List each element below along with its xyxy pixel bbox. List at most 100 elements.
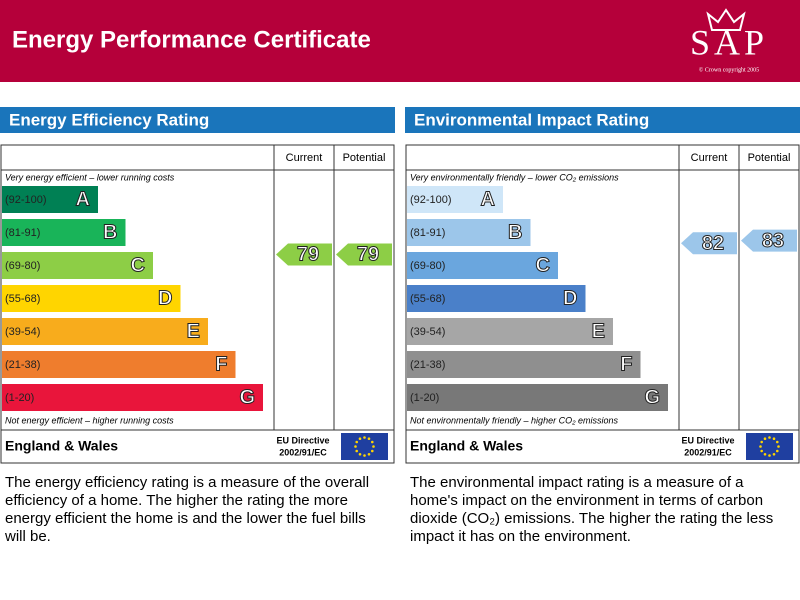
band-letter: F xyxy=(620,353,632,375)
band-letter: C xyxy=(536,254,550,276)
directive: 2002/91/EC xyxy=(684,447,732,457)
eu-star xyxy=(772,452,776,456)
top-note: Very energy efficient – lower running co… xyxy=(5,172,175,182)
band-range: (69-80) xyxy=(410,260,445,272)
rating-arrow xyxy=(336,243,392,266)
band-letter: F xyxy=(215,353,227,375)
band-range: (81-91) xyxy=(5,227,40,239)
column-header: Current xyxy=(691,152,728,164)
eu-star xyxy=(775,449,779,453)
rating-band xyxy=(2,252,153,279)
band-letter: A xyxy=(76,188,90,210)
page-title: Energy Performance Certificate xyxy=(12,26,371,53)
band-letter: G xyxy=(239,386,255,408)
band-range: (92-100) xyxy=(410,194,452,206)
band-range: (69-80) xyxy=(5,260,40,272)
region: England & Wales xyxy=(5,438,118,454)
rating-arrow xyxy=(741,229,797,252)
band-letter: E xyxy=(592,320,605,342)
column-header: Potential xyxy=(343,152,386,164)
column-header: Potential xyxy=(748,152,791,164)
band-letter: G xyxy=(644,386,660,408)
eu-star xyxy=(763,437,767,441)
band-range: (1-20) xyxy=(5,392,34,404)
band-letter: C xyxy=(131,254,145,276)
rating-band xyxy=(407,285,586,312)
logo-note: © Crown copyright 2005 xyxy=(699,66,759,73)
rating-value: 83 xyxy=(762,230,784,252)
band-letter: D xyxy=(158,287,172,309)
eu-star xyxy=(363,436,366,439)
eu-star xyxy=(760,440,764,444)
column-header: Current xyxy=(286,152,323,164)
description: The energy efficiency rating is a measur… xyxy=(5,474,370,545)
rating-value: 79 xyxy=(357,244,379,266)
bottom-note: Not energy efficient – higher running co… xyxy=(5,415,174,425)
eu-star xyxy=(763,452,767,456)
eu-star xyxy=(760,449,764,453)
band-range: (1-20) xyxy=(410,392,439,404)
rating-band xyxy=(407,384,668,411)
panel-title-bar xyxy=(405,107,800,133)
panel-title: Energy Efficiency Rating xyxy=(9,110,209,129)
bottom-note: Not environmentally friendly – higher CO… xyxy=(410,415,619,425)
eu-star xyxy=(363,454,366,457)
band-letter: A xyxy=(481,188,495,210)
panel-title: Environmental Impact Rating xyxy=(414,110,649,129)
rating-band xyxy=(407,252,558,279)
directive: 2002/91/EC xyxy=(279,447,327,457)
eu-star xyxy=(355,449,359,453)
band-range: (81-91) xyxy=(410,227,445,239)
eu-star xyxy=(759,445,762,448)
rating-band xyxy=(407,186,503,213)
band-range: (39-54) xyxy=(410,326,445,338)
rating-band xyxy=(407,318,613,345)
band-letter: B xyxy=(508,221,522,243)
region: England & Wales xyxy=(410,438,523,454)
rating-band xyxy=(2,384,263,411)
eu-star xyxy=(772,437,776,441)
header-bar xyxy=(0,0,800,82)
band-range: (39-54) xyxy=(5,326,40,338)
eu-star xyxy=(372,445,375,448)
crown-icon xyxy=(706,8,746,31)
eu-star xyxy=(775,440,779,444)
eu-star xyxy=(768,454,771,457)
rating-value: 82 xyxy=(702,233,724,255)
eu-star xyxy=(358,437,362,441)
rating-band xyxy=(2,351,236,378)
rating-arrow xyxy=(276,243,332,266)
rating-band xyxy=(407,219,531,246)
eu-star xyxy=(367,452,371,456)
logo: SAP xyxy=(690,22,768,62)
band-letter: D xyxy=(563,287,577,309)
eu-star xyxy=(367,437,371,441)
band-range: (55-68) xyxy=(5,293,40,305)
eu-star xyxy=(358,452,362,456)
eu-star xyxy=(768,436,771,439)
eu-star xyxy=(777,445,780,448)
band-range: (21-38) xyxy=(410,359,445,371)
rating-band xyxy=(2,318,208,345)
rating-band xyxy=(407,351,641,378)
band-range: (55-68) xyxy=(410,293,445,305)
eu-star xyxy=(370,449,374,453)
eu-star xyxy=(355,440,359,444)
top-note: Very environmentally friendly – lower CO… xyxy=(410,172,619,182)
panel-title-bar xyxy=(0,107,395,133)
rating-band xyxy=(2,186,98,213)
directive: EU Directive xyxy=(681,435,734,445)
band-range: (21-38) xyxy=(5,359,40,371)
description: The environmental impact rating is a mea… xyxy=(410,474,774,545)
band-letter: E xyxy=(187,320,200,342)
rating-value: 79 xyxy=(297,244,319,266)
rating-band xyxy=(2,285,181,312)
rating-band xyxy=(2,219,126,246)
band-letter: B xyxy=(103,221,117,243)
eu-star xyxy=(354,445,357,448)
eu-star xyxy=(370,440,374,444)
rating-arrow xyxy=(681,232,737,255)
directive: EU Directive xyxy=(276,435,329,445)
